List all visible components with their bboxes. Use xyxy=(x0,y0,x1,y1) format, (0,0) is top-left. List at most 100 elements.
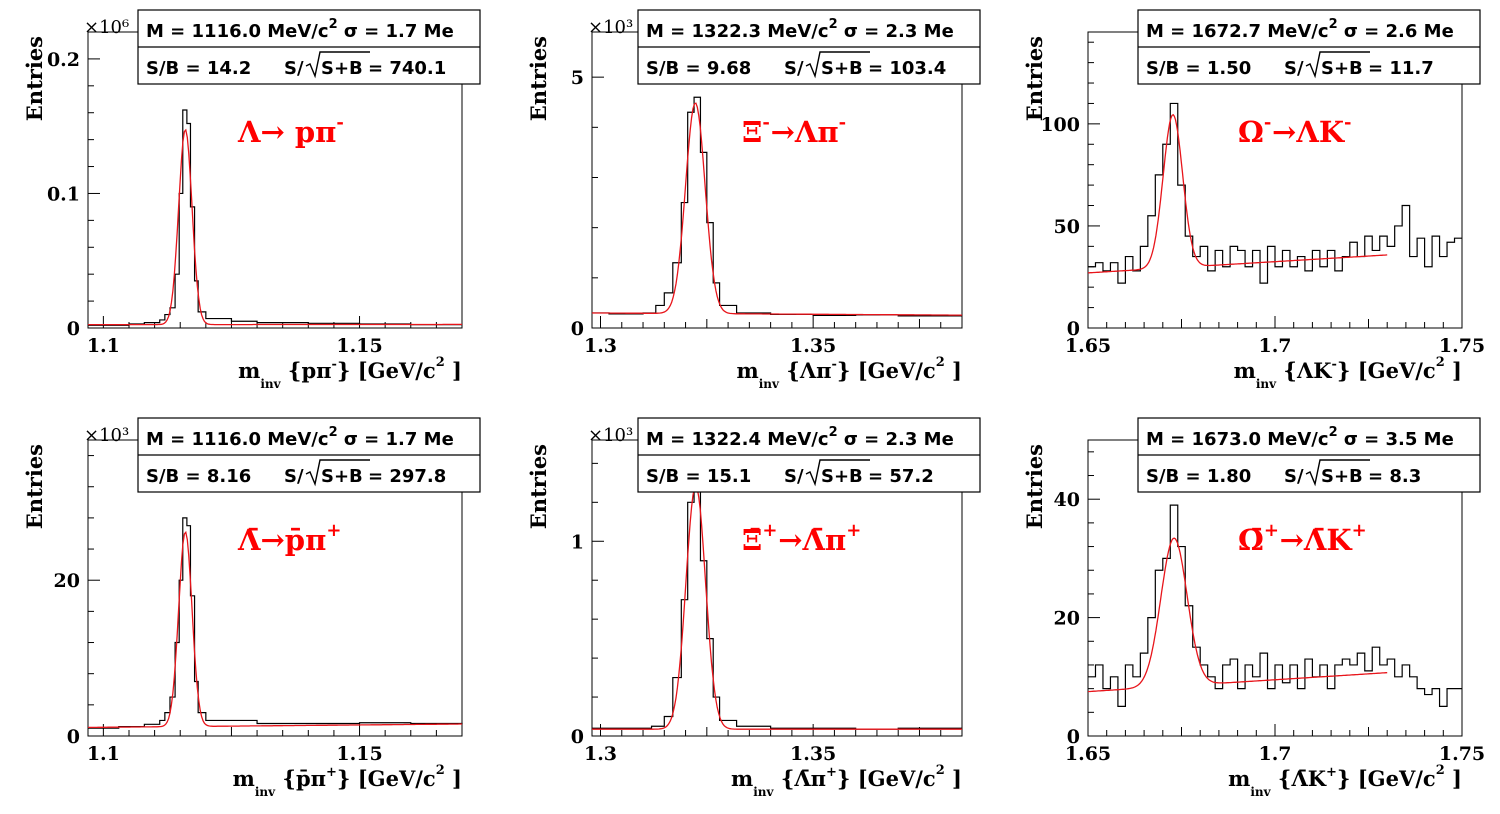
x-tick-label: 1.3 xyxy=(584,743,617,765)
chart-panel-3: 0 50 100 1.65 1.7 1.75 Entries minv {ΛK-} [GeV/… xyxy=(1022,9,1485,391)
x-tick-label: 1.65 xyxy=(1065,743,1111,765)
y-axis-title: Entries xyxy=(1022,36,1047,121)
y-tick-label: 0 xyxy=(67,318,80,340)
sqrt-sign xyxy=(305,459,370,487)
y-axis-title: Entries xyxy=(526,444,551,529)
x-tick-label: 1.15 xyxy=(336,335,382,357)
stats-significance-value: = 740.1 xyxy=(368,58,446,79)
stats-sqrt-arg: S+B xyxy=(321,466,363,487)
y-tick-label: 0 xyxy=(67,726,80,748)
chart-panel-6: 0 20 40 1.65 1.7 1.75 Entries minv {Λ̄K+} [GeV/… xyxy=(1022,417,1485,799)
stats-significance-value: = 57.2 xyxy=(868,466,934,487)
decay-label: Λ̄→p̄π+ xyxy=(237,520,341,557)
stats-sb: S/B = 15.1 xyxy=(646,466,751,487)
y-tick-label: 0.2 xyxy=(47,49,80,71)
y-tick-label: 0 xyxy=(1067,318,1080,340)
y-tick-label: 100 xyxy=(1040,114,1080,136)
y-tick-label: 0 xyxy=(1067,726,1080,748)
y-axis-title: Entries xyxy=(1022,444,1047,529)
stats-significance-label: S/ xyxy=(1284,58,1304,79)
stats-significance-value: = 8.3 xyxy=(1368,466,1421,487)
decay-label: Ξ̄+ →Λ̄π+ xyxy=(742,520,861,557)
axis-multiplier: ×10³ xyxy=(588,17,633,38)
histogram xyxy=(88,109,462,326)
x-tick-label: 1.7 xyxy=(1258,335,1291,357)
stats-significance-label: S/ xyxy=(1284,466,1304,487)
decay-label: Ω- →ΛK- xyxy=(1238,112,1352,149)
x-tick-label: 1.75 xyxy=(1439,335,1485,357)
x-axis-title: minv {p̄π+} [GeV/c2 ] xyxy=(233,763,462,799)
chart-panel-1: 0 0.1 0.2 1.1 1.15 ×10⁶ Entries minv {pπ-} [GeV… xyxy=(22,9,481,391)
x-tick-label: 1.75 xyxy=(1439,743,1485,765)
y-axis-title: Entries xyxy=(22,444,47,529)
stats-significance-label: S/ xyxy=(284,466,304,487)
y-tick-label: 0.1 xyxy=(47,183,80,205)
x-axis-title: minv {Λπ-} [GeV/c2 ] xyxy=(737,355,962,391)
stats-mass: M = 1322.3 MeV/c2 σ = 2.3 Me xyxy=(646,17,954,42)
y-tick-label: 1 xyxy=(571,531,584,553)
x-tick-label: 1.65 xyxy=(1065,335,1111,357)
axis-multiplier: ×10³ xyxy=(588,425,633,446)
y-axis-title: Entries xyxy=(22,36,47,121)
stats-significance-label: S/ xyxy=(284,58,304,79)
x-axis-title: minv {pπ-} [GeV/c2 ] xyxy=(238,355,462,391)
x-tick-label: 1.35 xyxy=(790,335,836,357)
x-tick-label: 1.3 xyxy=(584,335,617,357)
decay-label: Ω̄+ →Λ̄K+ xyxy=(1238,520,1367,557)
fit-curve xyxy=(591,102,962,316)
stats-sqrt-arg: S+B xyxy=(821,58,863,79)
x-axis-title: minv {Λ̄π+} [GeV/c2 ] xyxy=(731,763,962,799)
stats-mass: M = 1673.0 MeV/c2 σ = 3.5 Me xyxy=(1146,425,1454,450)
stats-mass: M = 1116.0 MeV/c2 σ = 1.7 Me xyxy=(146,425,454,450)
x-tick-label: 1.1 xyxy=(87,743,120,765)
x-axis-title: minv {Λ̄K+} [GeV/c2 ] xyxy=(1228,763,1462,799)
fit-curve xyxy=(592,484,962,730)
y-tick-label: 5 xyxy=(571,67,584,89)
stats-sqrt-arg: S+B xyxy=(821,466,863,487)
stats-mass: M = 1116.0 MeV/c2 σ = 1.7 Me xyxy=(146,17,454,42)
stats-sb: S/B = 14.2 xyxy=(146,58,251,79)
fit-curve xyxy=(1087,537,1388,693)
fit-curve xyxy=(88,530,462,729)
fit-curve xyxy=(1087,113,1388,274)
fit-curve xyxy=(88,128,462,326)
histogram xyxy=(1088,102,1462,284)
stats-mass: M = 1672.7 MeV/c2 σ = 2.6 Me xyxy=(1146,17,1454,42)
stats-significance-value: = 11.7 xyxy=(1368,58,1434,79)
histogram xyxy=(1088,504,1462,707)
axis-multiplier: ×10⁶ xyxy=(84,17,129,38)
stats-significance-label: S/ xyxy=(784,466,804,487)
y-tick-label: 40 xyxy=(1054,489,1080,511)
stats-sb: S/B = 8.16 xyxy=(146,466,251,487)
stats-sb: S/B = 9.68 xyxy=(646,58,751,79)
x-tick-label: 1.35 xyxy=(790,743,836,765)
stats-sqrt-arg: S+B xyxy=(321,58,363,79)
histogram xyxy=(592,468,962,730)
y-tick-label: 50 xyxy=(1054,216,1080,238)
axis-multiplier: ×10³ xyxy=(84,425,129,446)
x-axis-title: minv {ΛK-} [GeV/c2 ] xyxy=(1234,355,1462,391)
decay-label: Ξ- →Λπ- xyxy=(742,112,846,149)
chart-panel-4: 0 20 1.1 1.15 ×10³ Entries minv {p̄π+} [GeV/c2… xyxy=(22,417,481,799)
stats-significance-label: S/ xyxy=(784,58,804,79)
y-tick-label: 0 xyxy=(571,318,584,340)
x-tick-label: 1.15 xyxy=(336,743,382,765)
chart-panel-2: 0 5 1.3 1.35 ×10³ Entries minv {Λπ-} [GeV/c2 ]… xyxy=(526,9,981,391)
y-tick-label: 20 xyxy=(54,570,80,592)
sqrt-sign xyxy=(805,51,870,79)
y-tick-label: 20 xyxy=(1054,608,1080,630)
x-tick-label: 1.1 xyxy=(87,335,120,357)
stats-sb: S/B = 1.50 xyxy=(1146,58,1251,79)
stats-sqrt-arg: S+B xyxy=(1321,58,1363,79)
y-tick-label: 0 xyxy=(571,726,584,748)
x-tick-label: 1.7 xyxy=(1258,743,1291,765)
stats-mass: M = 1322.4 MeV/c2 σ = 2.3 Me xyxy=(646,425,954,450)
decay-label: Λ→ pπ- xyxy=(237,112,344,149)
chart-panel-5: 0 1 1.3 1.35 ×10³ Entries minv {Λ̄π+} [GeV/c2 … xyxy=(526,417,981,799)
y-axis-title: Entries xyxy=(526,36,551,121)
sqrt-sign xyxy=(805,459,870,487)
stats-sb: S/B = 1.80 xyxy=(1146,466,1251,487)
sqrt-sign xyxy=(1305,51,1370,79)
stats-significance-value: = 103.4 xyxy=(868,58,946,79)
